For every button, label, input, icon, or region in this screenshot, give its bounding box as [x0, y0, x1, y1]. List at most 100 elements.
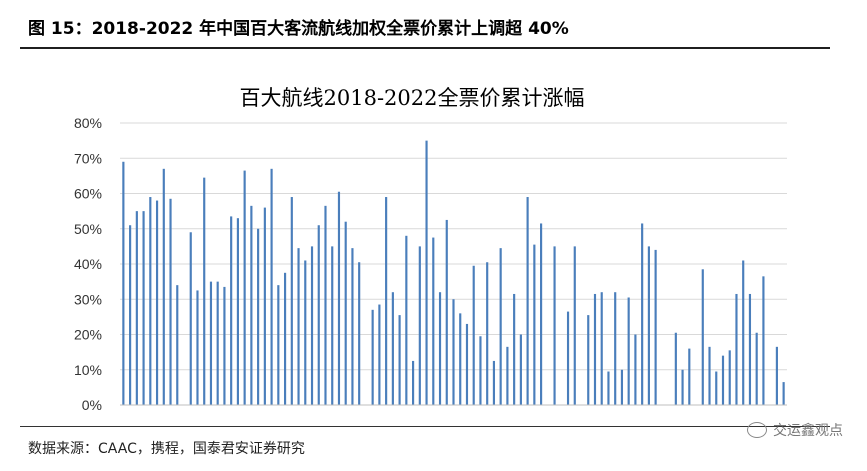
bar [526, 197, 529, 405]
bar [337, 191, 341, 405]
bar [634, 334, 637, 405]
bar [553, 246, 556, 406]
bar [290, 197, 293, 405]
bar [216, 281, 219, 406]
bottom-rule [20, 426, 830, 427]
bar [600, 292, 603, 405]
wechat-icon [747, 422, 767, 438]
bar [223, 286, 226, 405]
bar [479, 336, 482, 405]
bar [371, 309, 374, 405]
bar [378, 304, 381, 405]
bar [304, 260, 307, 405]
bar-chart: 百大航线2018-2022全票价累计涨幅 0% 10% 20% 30% 40% 50% 60… [74, 86, 787, 413]
bar [641, 223, 644, 405]
bar [277, 285, 280, 405]
bar [438, 292, 442, 405]
bar [472, 265, 475, 405]
bar [452, 299, 455, 405]
bar [566, 311, 570, 405]
bar [593, 293, 597, 405]
bar [135, 211, 138, 406]
bar [331, 246, 334, 406]
bar [728, 350, 731, 405]
bar [189, 232, 192, 405]
bar [775, 346, 778, 405]
bar [519, 334, 522, 405]
bar [270, 168, 273, 405]
bar [263, 207, 266, 405]
bar [283, 272, 287, 405]
bar [310, 246, 314, 406]
bar [196, 290, 199, 405]
bar [405, 235, 408, 405]
top-rule [20, 47, 830, 49]
bar [492, 360, 496, 405]
bar [701, 269, 704, 405]
figure-title: 图 15：2018-2022 年中国百大客流航线加权全票价累计上调超 40% [28, 19, 569, 39]
bar [708, 346, 711, 405]
bar [344, 221, 347, 405]
bar [681, 369, 684, 405]
bar [236, 218, 239, 405]
bar [499, 248, 502, 405]
bar [620, 369, 624, 405]
bar [647, 246, 650, 406]
bar [674, 332, 677, 405]
bar [398, 315, 401, 405]
bar [513, 293, 516, 405]
bar [358, 262, 361, 405]
bar [324, 205, 327, 405]
bar [250, 205, 253, 405]
bar [742, 260, 745, 405]
source-note: 数据来源：CAAC，携程，国泰君安证券研究 [28, 441, 305, 457]
y-tick-label: 20% [74, 327, 102, 343]
bar [129, 225, 132, 405]
y-tick-label: 50% [74, 221, 102, 237]
y-tick-label: 10% [74, 362, 102, 378]
bar [176, 285, 179, 405]
bar [506, 346, 509, 405]
bar [715, 371, 718, 405]
bar [351, 248, 354, 405]
bar [445, 219, 448, 405]
bar [317, 225, 320, 405]
watermark: 交运鑫观点 [747, 420, 843, 440]
bar [418, 246, 421, 406]
bar [465, 323, 469, 405]
bar [203, 177, 206, 405]
bar [149, 197, 152, 405]
bar [169, 198, 172, 405]
chart-title: 百大航线2018-2022全票价累计涨幅 [240, 86, 585, 110]
bar [209, 281, 213, 406]
bar [721, 355, 725, 405]
bar [688, 348, 691, 405]
bar [587, 315, 590, 405]
bar [142, 211, 145, 406]
bar [459, 313, 462, 405]
bar [162, 168, 165, 405]
bar [573, 246, 576, 406]
bar [533, 244, 536, 405]
bar [627, 297, 630, 405]
watermark-label: 交运鑫观点 [773, 423, 843, 439]
y-tick-label: 40% [74, 256, 102, 272]
bar [297, 248, 300, 405]
bar [412, 360, 415, 405]
y-tick-labels: 0% 10% 20% 30% 40% 50% 60% 70% 80% [74, 115, 102, 413]
y-tick-label: 80% [74, 115, 102, 131]
bar [432, 237, 435, 405]
bar [755, 332, 758, 405]
y-tick-label: 0% [82, 397, 102, 413]
bar [782, 382, 785, 405]
bar [607, 371, 610, 405]
bar [243, 170, 246, 405]
bar [762, 276, 765, 405]
bar [155, 200, 159, 405]
bar [486, 262, 489, 405]
y-tick-label: 70% [74, 150, 102, 166]
bar [735, 293, 738, 405]
bars [122, 140, 785, 406]
bar [385, 197, 388, 405]
bar [748, 293, 752, 405]
